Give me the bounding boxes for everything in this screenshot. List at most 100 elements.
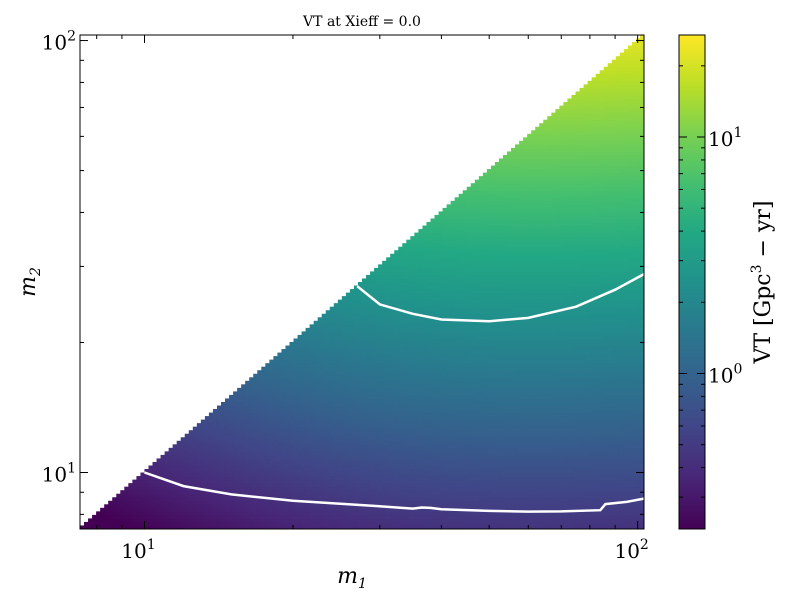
heatmap-cell [289,514,295,520]
heatmap-cell [261,461,266,467]
heatmap-cell [434,253,440,258]
heatmap-cell [144,493,150,498]
heatmap-cell [454,257,460,262]
heatmap-cell [450,518,456,523]
heatmap-cell [337,476,343,481]
heatmap-cell [466,504,472,509]
heatmap-cell [353,497,359,502]
heatmap-cell [285,500,291,505]
heatmap-cell [233,458,238,463]
heatmap-cell [438,472,444,477]
heatmap-cell [293,356,299,361]
heatmap-cell [382,338,387,343]
heatmap-cell [293,377,299,382]
heatmap-cell [374,345,379,350]
heatmap-cell [204,472,210,477]
heatmap-cell [293,391,299,396]
heatmap-cell [277,490,283,495]
heatmap-cell [406,430,411,435]
heatmap-cell [462,521,468,527]
heatmap-cell [225,454,230,460]
heatmap-cell [212,465,218,470]
heatmap-cell [406,483,411,488]
heatmap-cell [245,391,250,396]
heatmap-cell [317,430,323,435]
heatmap-cell [430,338,436,343]
heatmap-cell [430,257,436,262]
heatmap-cell [462,476,468,481]
heatmap-cell [378,271,383,276]
heatmap-cell [462,461,468,467]
heatmap-cell [333,324,339,329]
heatmap-cell [249,500,254,505]
heatmap-cell [229,504,234,509]
heatmap-cell [309,483,315,488]
heatmap-cell [410,285,415,290]
heatmap-cell [124,514,129,520]
heatmap-cell [402,416,407,421]
heatmap-cell [325,363,331,368]
heatmap-cell [305,345,311,350]
heatmap-cell [414,257,419,262]
heatmap-cell [281,437,287,442]
heatmap-cell [297,363,303,368]
heatmap-cell [470,440,476,445]
heatmap-cell [446,518,452,523]
heatmap-cell [257,511,262,516]
heatmap-cell [438,511,444,516]
heatmap-cell [470,338,476,343]
heatmap-cell [450,454,456,460]
heatmap-cell [204,444,210,449]
heatmap-cell [265,373,270,378]
heatmap-cell [458,504,464,509]
heatmap-cell [442,401,448,407]
heatmap-cell [454,511,460,516]
heatmap-cell [470,373,476,378]
heatmap-cell [261,504,266,509]
heatmap-cell [301,507,307,512]
heatmap-cell [418,465,424,470]
heatmap-cell [305,419,311,424]
heatmap-cell [140,504,146,509]
heatmap-cell [442,349,448,354]
heatmap-cell [92,514,97,520]
heatmap-cell [345,299,351,304]
heatmap-cell [398,271,403,276]
heatmap-cell [450,405,456,410]
heatmap-cell [458,207,464,213]
heatmap-cell [120,504,125,509]
heatmap-cell [261,493,266,498]
heatmap-cell [337,356,343,361]
heatmap-cell [221,479,226,484]
heatmap-cell [208,504,214,509]
heatmap-cell [458,327,464,332]
heatmap-cell [333,472,339,477]
heatmap-cell [261,497,266,502]
heatmap-cell [362,349,367,354]
heatmap-cell [386,409,391,414]
heatmap-cell [394,359,399,364]
heatmap-cell [305,469,311,474]
heatmap-cell [281,373,287,378]
heatmap-cell [446,387,452,392]
heatmap-cell [386,366,391,371]
heatmap-cell [442,444,448,449]
heatmap-cell [112,518,117,523]
heatmap-cell [366,352,371,357]
heatmap-cell [196,504,202,509]
heatmap-cell [362,394,367,400]
heatmap-cell [313,377,319,382]
heatmap-cell [241,430,246,435]
heatmap-cell [470,218,476,223]
heatmap-cell [410,236,415,241]
heatmap-cell [164,493,170,498]
heatmap-cell [297,349,303,354]
heatmap-cell [470,278,476,283]
heatmap-cell [386,405,391,410]
heatmap-cell [426,264,432,269]
heatmap-cell [466,324,472,329]
heatmap-cell [349,433,355,438]
heatmap-cell [345,391,351,396]
heatmap-cell [337,349,343,354]
heatmap-cell [321,313,327,318]
